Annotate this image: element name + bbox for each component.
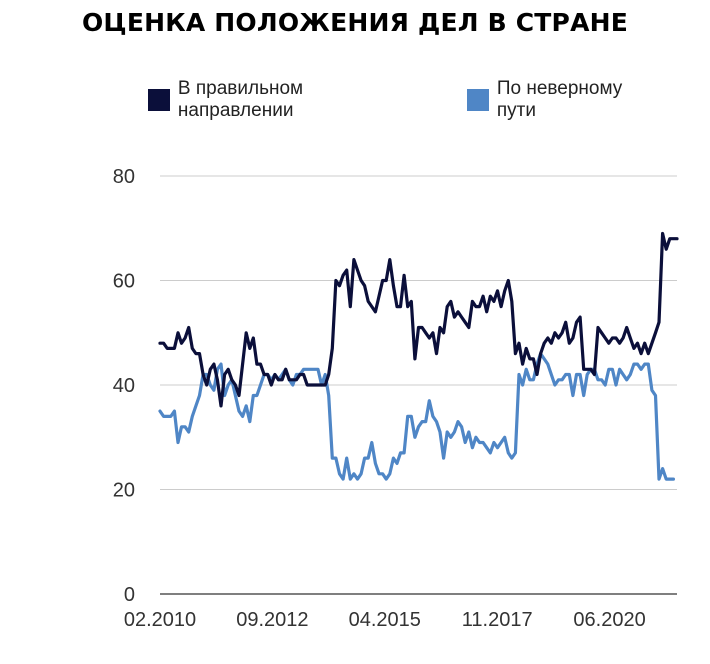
legend-label-wrong-path: По неверному пути — [496, 78, 623, 121]
y-tick-label: 60 — [113, 271, 135, 293]
x-tick-label: 09.2012 — [236, 609, 308, 631]
series-line-wrong-path — [158, 352, 676, 481]
x-tick-label: 04.2015 — [349, 609, 421, 631]
legend-swatch-right-direction — [148, 89, 170, 111]
y-tick-label: 0 — [124, 584, 135, 606]
series-line-right-direction — [158, 231, 679, 408]
legend-label-right-direction: В правильном направлении — [177, 78, 304, 121]
x-axis-ticks: 02.2010 09.2012 04.2015 11.2017 06.2020 — [124, 609, 646, 631]
y-tick-label: 20 — [113, 480, 135, 502]
y-tick-label: 80 — [113, 166, 135, 188]
legend-item-right-direction: В правильном направлении — [148, 78, 423, 122]
x-tick-label: 02.2010 — [124, 609, 196, 631]
gridlines — [160, 175, 677, 595]
x-tick-label: 06.2020 — [573, 609, 645, 631]
x-tick-label: 11.2017 — [462, 609, 533, 631]
y-axis-ticks: 0 20 40 60 80 — [113, 166, 135, 606]
y-tick-label: 40 — [113, 375, 135, 397]
legend: В правильном направлении По неверному пу… — [148, 78, 710, 121]
series-lines — [158, 231, 679, 481]
legend-swatch-wrong-path — [466, 89, 489, 111]
legend-item-wrong-path: По неверному пути — [466, 78, 666, 122]
chart-title: ОЦЕНКА ПОЛОЖЕНИЯ ДЕЛ В СТРАНЕ — [81, 8, 629, 37]
